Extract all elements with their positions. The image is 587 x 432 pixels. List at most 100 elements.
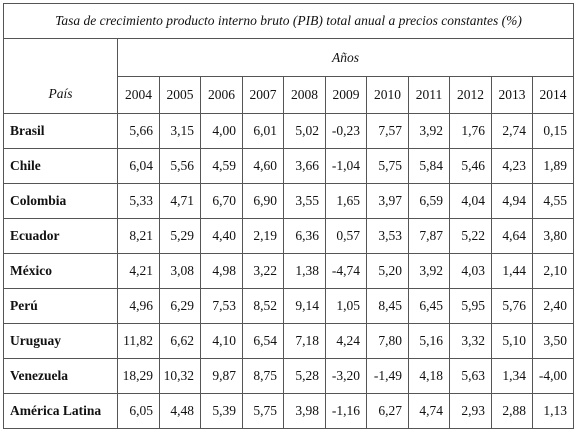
growth-value-cell: 1,05 — [325, 288, 367, 324]
growth-value-cell: 8,75 — [242, 358, 284, 394]
table-row: Perú 4,96 6,29 7,53 8,52 9,14 1,05 8,45 6,45 5,95… — [3, 288, 574, 324]
growth-value-cell: 4,60 — [242, 148, 284, 184]
growth-value-cell: 5,46 — [449, 148, 492, 184]
growth-value-cell: 7,57 — [366, 113, 409, 149]
growth-value-cell: 1,44 — [491, 253, 533, 289]
growth-value-cell: 18,29 — [117, 358, 160, 394]
table-row: Venezuela 18,29 10,32 9,87 8,75 5,28 -3,20 -1,4… — [3, 358, 574, 394]
growth-value-cell: -1,49 — [366, 358, 409, 394]
growth-value-cell: 1,89 — [532, 148, 574, 184]
growth-value-cell: 4,71 — [159, 183, 201, 219]
year-header-row: 2004 2005 2006 2007 2008 2009 2010 2011 2012 2013… — [4, 76, 574, 114]
growth-value-cell: 5,66 — [117, 113, 160, 149]
growth-value-cell: 2,40 — [532, 288, 574, 324]
growth-value-cell: 5,33 — [117, 183, 160, 219]
country-column-header: País — [3, 38, 118, 114]
growth-value-cell: 4,96 — [117, 288, 160, 324]
growth-value-cell: 5,84 — [408, 148, 450, 184]
growth-value-cell: 5,63 — [449, 358, 492, 394]
growth-value-cell: 4,10 — [200, 323, 243, 359]
table-container: Tasa de crecimiento producto interno bru… — [3, 3, 574, 429]
growth-value-cell: 2,19 — [242, 218, 284, 254]
country-name-cell: Colombia — [3, 183, 118, 219]
years-group-header: Años — [117, 38, 574, 77]
growth-value-cell: 5,56 — [159, 148, 201, 184]
table-row: Colombia 5,33 4,71 6,70 6,90 3,55 1,65 3,97 6,59… — [3, 183, 574, 219]
growth-value-cell: 8,45 — [366, 288, 409, 324]
country-name-cell: Venezuela — [3, 358, 118, 394]
country-name-cell: México — [3, 253, 118, 289]
growth-value-cell: 1,65 — [325, 183, 367, 219]
growth-value-cell: 5,75 — [366, 148, 409, 184]
growth-value-cell: 6,27 — [366, 393, 409, 429]
growth-value-cell: 4,48 — [159, 393, 201, 429]
table-row: México 4,21 3,08 4,98 3,22 1,38 -4,74 5,20 3,92 4… — [3, 253, 574, 289]
growth-value-cell: 0,15 — [532, 113, 574, 149]
growth-value-cell: 4,24 — [325, 323, 367, 359]
growth-value-cell: -4,00 — [532, 358, 574, 394]
growth-value-cell: 5,10 — [491, 323, 533, 359]
growth-value-cell: -4,74 — [325, 253, 367, 289]
table-row: Uruguay 11,82 6,62 4,10 6,54 7,18 4,24 7,80 5,16… — [3, 323, 574, 359]
year-header: 2010 — [366, 76, 409, 114]
growth-value-cell: 6,70 — [200, 183, 243, 219]
growth-value-cell: 7,18 — [283, 323, 326, 359]
year-header: 2012 — [449, 76, 492, 114]
growth-value-cell: -1,04 — [325, 148, 367, 184]
year-header: 2014 — [532, 76, 574, 114]
growth-value-cell: 3,22 — [242, 253, 284, 289]
table-row: Chile 6,04 5,56 4,59 4,60 3,66 -1,04 5,75 5,84 5,… — [3, 148, 574, 184]
growth-value-cell: 4,21 — [117, 253, 160, 289]
table-row: América Latina 6,05 4,48 5,39 5,75 3,98 -1,16 6… — [3, 393, 574, 429]
growth-value-cell: 3,92 — [408, 253, 450, 289]
growth-value-cell: 4,98 — [200, 253, 243, 289]
growth-value-cell: 4,74 — [408, 393, 450, 429]
growth-value-cell: 8,52 — [242, 288, 284, 324]
growth-value-cell: 6,90 — [242, 183, 284, 219]
table-body: Brasil 5,66 3,15 4,00 6,01 5,02 -0,23 7,57 3,92 1… — [3, 113, 574, 429]
growth-value-cell: 7,87 — [408, 218, 450, 254]
growth-value-cell: 3,92 — [408, 113, 450, 149]
growth-value-cell: 3,97 — [366, 183, 409, 219]
growth-value-cell: 2,10 — [532, 253, 574, 289]
growth-value-cell: 2,74 — [491, 113, 533, 149]
growth-value-cell: 3,15 — [159, 113, 201, 149]
growth-value-cell: 3,55 — [283, 183, 326, 219]
growth-value-cell: 1,76 — [449, 113, 492, 149]
growth-value-cell: 4,59 — [200, 148, 243, 184]
growth-value-cell: 2,93 — [449, 393, 492, 429]
table-row: Brasil 5,66 3,15 4,00 6,01 5,02 -0,23 7,57 3,92 1… — [3, 113, 574, 149]
growth-value-cell: 3,80 — [532, 218, 574, 254]
growth-value-cell: 4,18 — [408, 358, 450, 394]
year-header: 2004 — [117, 76, 160, 114]
growth-value-cell: 5,75 — [242, 393, 284, 429]
growth-value-cell: 3,32 — [449, 323, 492, 359]
growth-value-cell: 5,22 — [449, 218, 492, 254]
year-header: 2006 — [200, 76, 243, 114]
growth-value-cell: 8,21 — [117, 218, 160, 254]
growth-value-cell: 5,02 — [283, 113, 326, 149]
growth-value-cell: -0,23 — [325, 113, 367, 149]
growth-value-cell: 0,57 — [325, 218, 367, 254]
growth-value-cell: 5,29 — [159, 218, 201, 254]
country-name-cell: Ecuador — [3, 218, 118, 254]
growth-value-cell: 6,04 — [117, 148, 160, 184]
growth-value-cell: 5,28 — [283, 358, 326, 394]
growth-value-cell: 6,01 — [242, 113, 284, 149]
growth-value-cell: 1,34 — [491, 358, 533, 394]
year-header: 2013 — [491, 76, 533, 114]
growth-value-cell: 3,53 — [366, 218, 409, 254]
growth-value-cell: 6,54 — [242, 323, 284, 359]
growth-value-cell: 10,32 — [159, 358, 201, 394]
year-header: 2009 — [325, 76, 367, 114]
growth-value-cell: 1,13 — [532, 393, 574, 429]
country-name-cell: Brasil — [3, 113, 118, 149]
country-name-cell: Uruguay — [3, 323, 118, 359]
growth-value-cell: 9,87 — [200, 358, 243, 394]
table-title: Tasa de crecimiento producto interno bru… — [3, 3, 574, 39]
growth-value-cell: 5,95 — [449, 288, 492, 324]
growth-value-cell: 4,04 — [449, 183, 492, 219]
growth-value-cell: 7,53 — [200, 288, 243, 324]
growth-value-cell: 6,62 — [159, 323, 201, 359]
gdp-growth-table: Tasa de crecimiento producto interno bru… — [3, 3, 574, 429]
